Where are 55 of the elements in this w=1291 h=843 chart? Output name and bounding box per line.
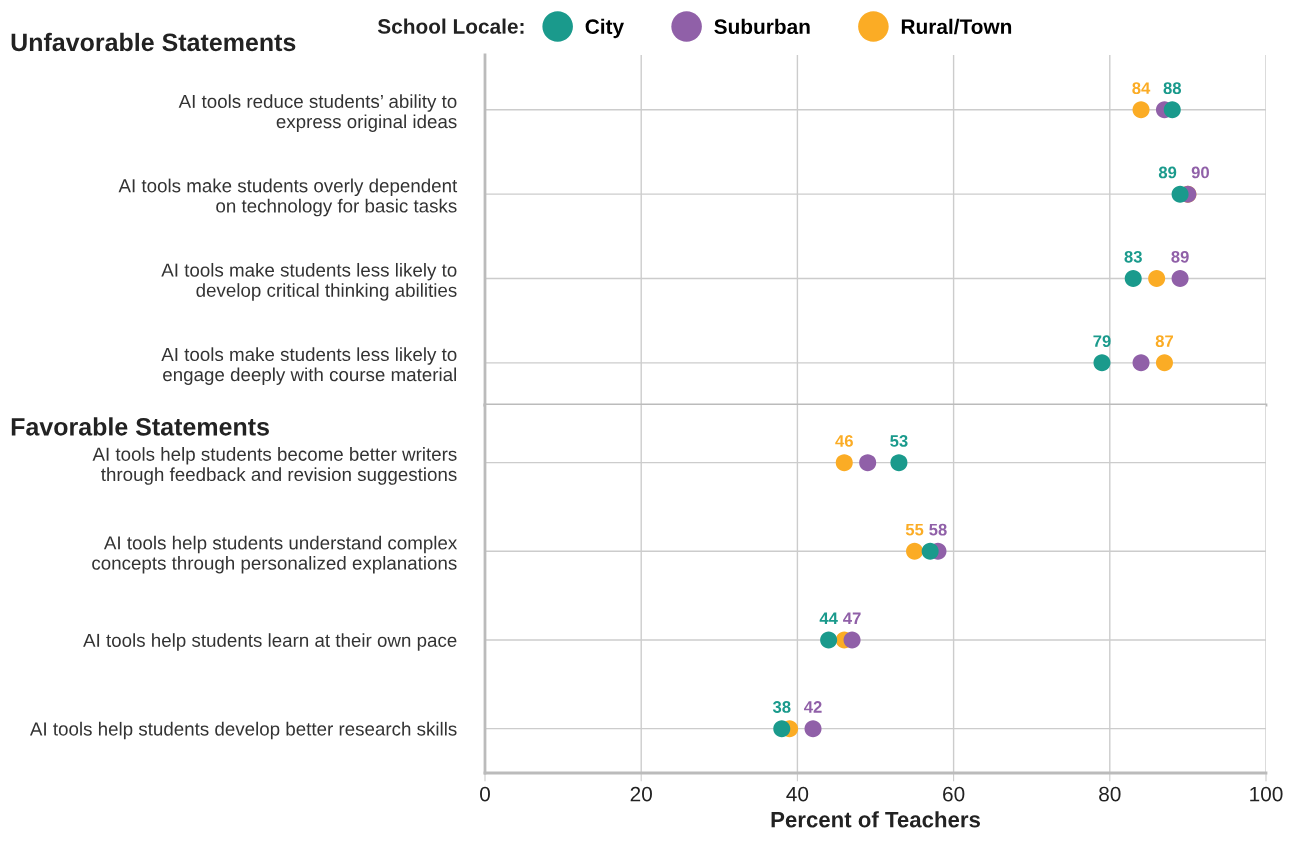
point xyxy=(1171,269,1189,287)
x-tick-label: 80 xyxy=(1099,786,1121,802)
data-label: 83 xyxy=(1124,250,1142,263)
point xyxy=(859,454,877,472)
data-label: 58 xyxy=(929,523,947,536)
legend-label: Suburban xyxy=(714,18,810,35)
point xyxy=(1148,269,1166,287)
point xyxy=(835,454,853,472)
x-tick-label: 40 xyxy=(786,786,809,802)
data-label: 46 xyxy=(835,435,853,447)
point xyxy=(804,720,822,738)
x-axis-title: Percent of Teachers xyxy=(771,811,980,828)
legend-title: School Locale: xyxy=(377,18,524,34)
x-tick-label: 100 xyxy=(1250,786,1283,802)
point xyxy=(1132,101,1150,119)
data-label: 38 xyxy=(772,701,791,713)
y-tick-label: AI tools make students less likely to develop critical thinking abilities xyxy=(161,262,457,301)
text: Unfavorable Statements xyxy=(11,32,296,52)
legend-label: Rural/Town xyxy=(901,18,1012,35)
point xyxy=(906,542,924,560)
y-tick-label: AI tools help students learn at their own pace xyxy=(83,633,457,651)
point xyxy=(1155,354,1173,372)
point xyxy=(843,631,861,649)
y-tick-label: AI tools make students overly dependent on technology for basic tasks xyxy=(118,178,458,217)
data-label: 90 xyxy=(1191,166,1209,179)
point xyxy=(1124,269,1142,287)
data-label: 44 xyxy=(819,612,838,625)
point xyxy=(921,542,939,560)
data-label: 88 xyxy=(1163,82,1182,95)
data-label: 47 xyxy=(843,612,861,625)
y-tick-label: AI tools help students become better writers through feedback and revision suggestions xyxy=(92,447,457,485)
data-label: 42 xyxy=(804,701,822,713)
point xyxy=(1132,354,1150,372)
point xyxy=(820,631,838,649)
y-tick-label: AI tools reduce students’ ability to express original ideas xyxy=(178,94,457,132)
point xyxy=(890,454,908,472)
x-tick-label: 0 xyxy=(480,786,490,802)
y-tick-label: AI tools help students develop better research skills xyxy=(29,721,457,740)
data-label: 55 xyxy=(905,523,924,536)
y-tick-label: AI tools help students understand complex concepts through personalized explanations xyxy=(92,535,458,574)
text: Favorable Statements xyxy=(11,417,269,436)
point xyxy=(1171,185,1189,203)
data-label: 79 xyxy=(1093,335,1111,348)
x-tick-label: 20 xyxy=(630,786,652,802)
y-tick-label: AI tools make students less likely to engage deeply with course material xyxy=(161,347,457,385)
legend-label: City xyxy=(585,18,624,39)
point xyxy=(773,720,791,738)
data-label: 89 xyxy=(1158,166,1177,179)
data-label: 89 xyxy=(1171,250,1189,263)
x-tick-label: 60 xyxy=(943,786,965,802)
point xyxy=(1093,354,1111,372)
data-label: 84 xyxy=(1132,82,1151,95)
data-label: 53 xyxy=(890,435,908,447)
point xyxy=(1163,101,1181,119)
data-label: 87 xyxy=(1155,335,1174,348)
